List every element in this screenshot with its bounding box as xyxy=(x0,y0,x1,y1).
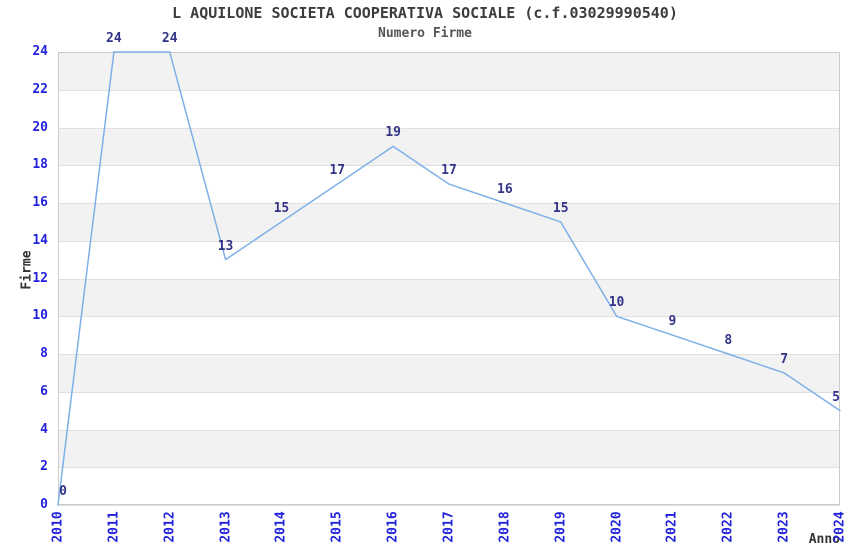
data-point-label: 15 xyxy=(273,200,290,216)
y-tick-label: 16 xyxy=(32,195,48,210)
x-tick-label: 2022 xyxy=(720,511,736,543)
band xyxy=(58,279,840,316)
y-tick-label: 14 xyxy=(32,232,48,248)
data-point-label: 7 xyxy=(780,351,789,367)
data-point-label: 5 xyxy=(832,389,840,405)
x-tick-label: 2021 xyxy=(664,511,680,543)
y-tick-label: 4 xyxy=(40,421,48,437)
x-tick-label: 2020 xyxy=(609,511,625,543)
x-axis-title: Anno xyxy=(808,532,840,547)
x-tick-label: 2018 xyxy=(497,511,513,543)
y-tick-label: 8 xyxy=(40,346,48,361)
x-tick-label: 2014 xyxy=(273,511,289,543)
data-point-label: 24 xyxy=(161,31,178,46)
data-point-label: 13 xyxy=(217,238,234,254)
y-tick-label: 22 xyxy=(32,81,48,97)
y-tick-label: 10 xyxy=(32,308,48,324)
x-tick-label: 2012 xyxy=(162,511,178,543)
x-tick-label: 2016 xyxy=(385,511,401,543)
y-tick-label: 0 xyxy=(40,497,48,512)
x-tick-label: 2010 xyxy=(50,511,66,543)
x-tick-label: 2011 xyxy=(106,511,122,543)
data-point-label: 8 xyxy=(724,333,733,348)
y-tick-label: 12 xyxy=(32,270,48,286)
data-point-label: 16 xyxy=(497,182,513,197)
band xyxy=(58,203,840,241)
x-tick-label: 2017 xyxy=(441,511,457,543)
band xyxy=(58,128,840,165)
y-tick-label: 6 xyxy=(40,383,48,399)
x-tick-label: 2019 xyxy=(553,511,569,543)
band xyxy=(58,354,840,392)
chart-title: L AQUILONE SOCIETA COOPERATIVA SOCIALE (… xyxy=(172,4,678,22)
y-tick-label: 24 xyxy=(32,44,48,59)
y-tick-label: 18 xyxy=(32,157,48,173)
x-tick-label: 2023 xyxy=(776,511,792,543)
data-point-label: 9 xyxy=(668,314,677,330)
y-tick-label: 20 xyxy=(32,119,48,135)
plot-border xyxy=(58,52,840,505)
data-point-label: 15 xyxy=(552,200,569,216)
data-line xyxy=(57,51,841,506)
chart-subtitle: Numero Firme xyxy=(378,26,472,41)
band xyxy=(58,52,840,90)
data-point-label: 10 xyxy=(608,295,625,311)
x-tick-label: 2024 xyxy=(832,511,848,543)
x-tick-label: 2015 xyxy=(329,511,345,543)
data-point-label: 24 xyxy=(106,31,122,46)
data-point-label: 17 xyxy=(441,163,457,179)
data-point-label: 19 xyxy=(385,125,401,141)
data-point-label: 17 xyxy=(329,163,346,179)
y-tick-label: 2 xyxy=(40,459,48,475)
band xyxy=(58,430,840,467)
x-tick-label: 2013 xyxy=(218,511,234,543)
data-point-label: 0 xyxy=(59,484,67,499)
